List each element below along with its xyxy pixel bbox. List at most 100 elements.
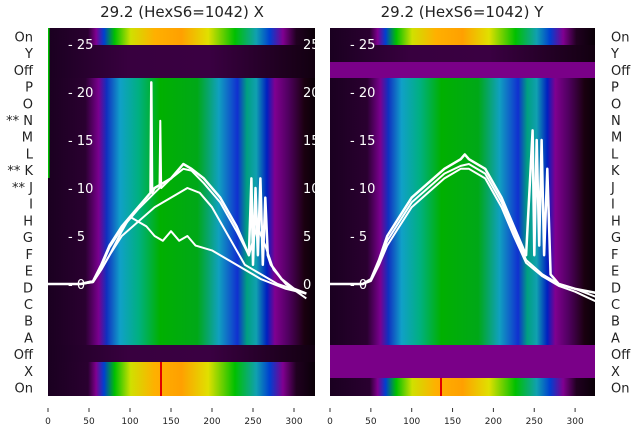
row-label: Off bbox=[611, 348, 631, 363]
y-tick-label: - 20 bbox=[350, 86, 375, 101]
row-label: P bbox=[25, 81, 33, 96]
x-tick-label: 100 bbox=[403, 417, 420, 427]
x-tick-label: 300 bbox=[285, 417, 302, 427]
row-label: L bbox=[611, 147, 619, 162]
x-tick-label: 200 bbox=[485, 417, 502, 427]
row-label: Y bbox=[24, 47, 33, 62]
row-label: M bbox=[22, 131, 33, 146]
row-label: B bbox=[611, 315, 620, 330]
right-plot-title: 29.2 (HexS6=1042) Y bbox=[381, 3, 545, 21]
x-tick-label: 150 bbox=[444, 417, 461, 427]
row-label: C bbox=[611, 298, 620, 313]
line-trace-2 bbox=[48, 119, 307, 300]
left-lines bbox=[48, 81, 307, 300]
y-tick-label-secondary: 15 bbox=[303, 134, 320, 149]
row-label: Off bbox=[14, 348, 34, 363]
row-label: E bbox=[25, 265, 33, 280]
y-tick-label: - 10 bbox=[350, 182, 375, 197]
heatmap-row-y-off bbox=[48, 45, 315, 78]
heatmap-row-x-on bbox=[48, 362, 315, 396]
heatmap-row-on-top bbox=[48, 28, 315, 45]
red-streak bbox=[440, 378, 442, 396]
heatmap-row-off-top bbox=[330, 62, 595, 78]
y-tick-label: - 25 bbox=[350, 38, 375, 53]
y-tick-label-secondary: 20 bbox=[303, 86, 320, 101]
row-label: J bbox=[610, 181, 615, 196]
heatmap-row-off-bottom bbox=[48, 345, 315, 362]
line-trace-1 bbox=[48, 81, 307, 295]
x-tick-label: 200 bbox=[203, 417, 220, 427]
left-heatmap bbox=[48, 28, 315, 396]
row-label: O bbox=[23, 97, 33, 112]
green-edge bbox=[48, 28, 50, 178]
line-trace-3 bbox=[330, 167, 595, 303]
y-tick-label: - 15 bbox=[68, 134, 93, 149]
row-label: ** J bbox=[12, 181, 33, 196]
x-tick-label: 100 bbox=[121, 417, 138, 427]
row-label: L bbox=[26, 147, 34, 162]
heatmap-row-off-bottom bbox=[330, 345, 595, 378]
line-trace-4 bbox=[48, 215, 307, 295]
x-tick-label: 250 bbox=[526, 417, 543, 427]
x-tick-label: 150 bbox=[162, 417, 179, 427]
row-label: Off bbox=[611, 64, 631, 79]
row-label: H bbox=[611, 214, 621, 229]
row-label: H bbox=[23, 214, 33, 229]
heatmap-rows-p-to-a bbox=[48, 78, 315, 345]
row-label: A bbox=[611, 331, 620, 346]
row-label: C bbox=[24, 298, 33, 313]
row-label: O bbox=[611, 97, 621, 112]
y-tick-label: - 0 bbox=[68, 278, 85, 293]
row-label: B bbox=[24, 315, 33, 330]
row-label: D bbox=[23, 281, 33, 296]
line-trace-1 bbox=[330, 129, 595, 294]
y-tick-label: - 5 bbox=[350, 230, 367, 245]
heatmap-row-on-top bbox=[330, 28, 595, 45]
x-tick-label: 0 bbox=[327, 417, 333, 427]
x-tick-label: 250 bbox=[244, 417, 261, 427]
row-label: A bbox=[24, 331, 33, 346]
row-label: K bbox=[611, 164, 620, 179]
x-tick-label: 0 bbox=[45, 417, 51, 427]
y-tick-label: - 25 bbox=[68, 38, 93, 53]
x-tick-label: 50 bbox=[83, 417, 95, 427]
red-streak bbox=[160, 362, 162, 396]
axes: 0 50 100 150 200 250 300- 25 25- 20 20- 15 15- 10… bbox=[6, 30, 631, 427]
row-label: F bbox=[611, 248, 618, 263]
row-label: E bbox=[611, 265, 619, 280]
y-tick-label-secondary: 5 bbox=[303, 230, 311, 245]
row-label: G bbox=[23, 231, 33, 246]
row-label: On bbox=[15, 30, 33, 45]
y-tick-label-secondary: 0 bbox=[303, 278, 311, 293]
row-label: I bbox=[29, 198, 33, 213]
row-label: X bbox=[24, 365, 33, 380]
row-label: P bbox=[611, 81, 619, 96]
left-plot-title: 29.2 (HexS6=1042) X bbox=[100, 3, 264, 21]
right-lines bbox=[330, 129, 595, 303]
y-tick-label: - 20 bbox=[68, 86, 93, 101]
row-label: F bbox=[26, 248, 33, 263]
row-label: ** K bbox=[7, 164, 33, 179]
y-tick-label: - 15 bbox=[350, 134, 375, 149]
row-label: D bbox=[611, 281, 621, 296]
x-tick-label: 50 bbox=[365, 417, 377, 427]
row-label: M bbox=[611, 131, 622, 146]
x-tick-label: 300 bbox=[567, 417, 584, 427]
y-tick-label: - 10 bbox=[68, 182, 93, 197]
row-label: On bbox=[611, 382, 629, 397]
heatmap-rows-p-to-a bbox=[330, 78, 595, 345]
y-tick-label-secondary: 25 bbox=[303, 38, 320, 53]
heatmap-row-on-bottom bbox=[330, 378, 595, 396]
right-heatmap bbox=[330, 28, 595, 396]
row-label: On bbox=[15, 382, 33, 397]
row-label: Y bbox=[610, 47, 619, 62]
heatmap-row-y bbox=[330, 45, 595, 62]
row-label: I bbox=[611, 198, 615, 213]
y-tick-label: - 5 bbox=[68, 230, 85, 245]
row-label: Off bbox=[14, 64, 34, 79]
row-label: G bbox=[611, 231, 621, 246]
y-tick-label-secondary: 10 bbox=[303, 182, 320, 197]
row-label: N bbox=[611, 114, 621, 129]
row-label: On bbox=[611, 30, 629, 45]
